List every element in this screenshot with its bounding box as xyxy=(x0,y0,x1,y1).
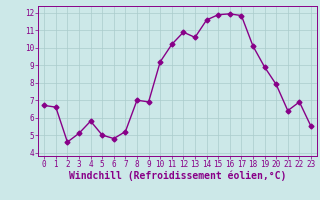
X-axis label: Windchill (Refroidissement éolien,°C): Windchill (Refroidissement éolien,°C) xyxy=(69,171,286,181)
